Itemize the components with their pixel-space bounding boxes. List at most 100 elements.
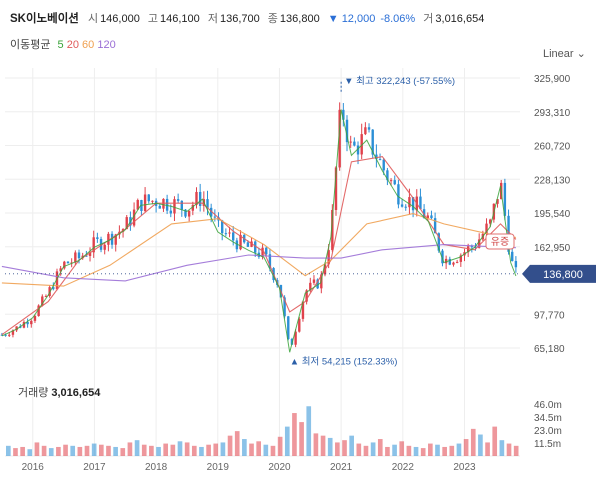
volume-bar xyxy=(463,439,469,456)
candle-body xyxy=(419,196,422,210)
candle-body xyxy=(254,241,257,253)
candle-body xyxy=(85,255,88,257)
volume-bar xyxy=(34,442,40,456)
candle-body xyxy=(33,316,37,321)
candle xyxy=(353,137,356,147)
candle-body xyxy=(433,218,437,234)
candle-body xyxy=(382,159,385,171)
candle-body xyxy=(136,200,139,210)
candle xyxy=(187,210,191,222)
candle-body xyxy=(173,199,176,214)
ma-20-label[interactable]: 20 xyxy=(66,39,79,51)
candle-body xyxy=(422,209,426,219)
candle-body xyxy=(397,184,400,205)
volume-bar xyxy=(141,444,147,456)
candle-body xyxy=(213,216,217,218)
candle xyxy=(235,237,239,253)
candle-body xyxy=(235,240,239,250)
volume-bar xyxy=(177,441,183,456)
candle-body xyxy=(125,217,128,230)
year-tick-label: 2023 xyxy=(453,462,476,473)
volume-bar xyxy=(420,448,426,456)
ma-5-label[interactable]: 5 xyxy=(57,39,64,51)
volume-bar xyxy=(156,446,161,456)
candle xyxy=(301,300,305,322)
candle xyxy=(452,261,455,267)
candle-body xyxy=(74,252,77,263)
candle xyxy=(444,255,448,270)
candle-body xyxy=(209,207,213,217)
candle-body xyxy=(283,297,286,317)
candle xyxy=(360,123,363,160)
candle xyxy=(143,187,147,213)
ma-120-label[interactable]: 120 xyxy=(97,39,116,51)
candle-body xyxy=(143,194,147,211)
volume-bar xyxy=(313,433,319,456)
candle xyxy=(37,304,40,317)
candle-body xyxy=(393,180,396,185)
moving-average-legend[interactable]: 이동평균 5 20 60 120 xyxy=(10,36,116,52)
volume-value: 3,016,654 xyxy=(435,13,485,25)
candle xyxy=(426,212,429,221)
candle-body xyxy=(312,279,316,283)
candle xyxy=(294,329,297,348)
candle xyxy=(349,135,352,148)
volume-bar xyxy=(213,443,219,456)
candle-body xyxy=(334,167,338,210)
candle-body xyxy=(477,239,481,248)
candle xyxy=(459,253,463,267)
candle-body xyxy=(353,141,356,146)
candle-body xyxy=(496,199,499,204)
volume-bar xyxy=(506,443,512,456)
volume-bar xyxy=(48,448,54,456)
candle-body xyxy=(345,119,349,143)
volume-bar xyxy=(392,444,397,456)
candle-body xyxy=(503,182,507,216)
candle-body xyxy=(107,233,110,245)
candle xyxy=(375,144,378,168)
ma120-line xyxy=(1,244,516,282)
candle-body xyxy=(220,220,224,234)
candle xyxy=(33,314,37,323)
candle xyxy=(367,123,371,133)
candle xyxy=(393,175,396,186)
candle xyxy=(514,256,518,273)
year-tick-label: 2021 xyxy=(330,462,353,473)
candle xyxy=(338,102,341,171)
ma-60-label[interactable]: 60 xyxy=(82,39,95,51)
event-badge[interactable] xyxy=(485,233,515,250)
candle xyxy=(74,250,77,266)
low-price: 136,700 xyxy=(219,13,260,25)
candle-body xyxy=(294,331,297,345)
candle-body xyxy=(55,271,59,290)
candle-body xyxy=(132,209,136,226)
candle-body xyxy=(301,301,305,319)
volume-bar xyxy=(170,444,176,456)
candle-body xyxy=(147,194,150,202)
scale-toggle[interactable]: Linear ⌄ xyxy=(543,47,586,60)
candle-body xyxy=(441,250,444,264)
price-tick-label: 228,130 xyxy=(534,175,571,186)
candle xyxy=(154,198,158,213)
volume-bar xyxy=(77,446,83,456)
candle-body xyxy=(246,242,250,247)
volume-bar xyxy=(478,434,483,456)
candle xyxy=(433,212,437,234)
candle xyxy=(254,240,257,257)
candle xyxy=(63,260,66,270)
volume-bar xyxy=(292,413,297,456)
candle-body xyxy=(151,200,154,202)
volume-bar xyxy=(327,437,333,456)
volume-bar xyxy=(442,446,447,456)
volume-bar xyxy=(206,444,211,456)
volume-bar xyxy=(227,435,233,456)
candle xyxy=(198,183,202,212)
candle-body xyxy=(371,129,374,155)
volume-bar xyxy=(163,443,169,456)
candle-body xyxy=(389,180,393,182)
candle-body xyxy=(8,334,11,336)
volume-label: 거 xyxy=(423,13,434,25)
candle xyxy=(88,247,92,262)
candle xyxy=(59,265,62,276)
